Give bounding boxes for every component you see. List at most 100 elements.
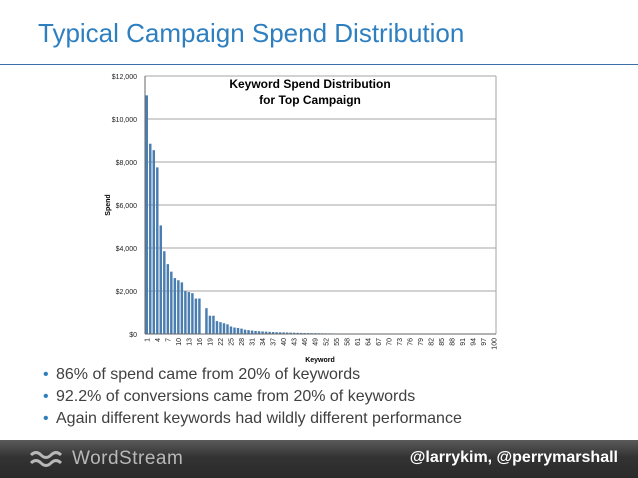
x-tick-label: 22 [218, 338, 225, 346]
bar [299, 332, 303, 334]
bar [292, 332, 296, 334]
brand-name: WordStream [72, 448, 184, 469]
bar [254, 330, 257, 334]
bullet-item: • 86% of spend came from 20% of keywords [43, 364, 462, 386]
x-tick-label: 100 [492, 338, 499, 350]
bullet-dot: • [43, 388, 49, 405]
bar [264, 331, 268, 334]
bullet-text: 86% of spend came from 20% of keywords [56, 366, 361, 383]
wordstream-logo: WordStream [30, 448, 183, 470]
x-axis-label: Keyword [305, 357, 335, 364]
bar [205, 308, 208, 334]
slide-title: Typical Campaign Spend Distribution [38, 18, 465, 48]
bullet-item: • 92.2% of conversions came from 20% of k… [43, 386, 462, 408]
x-tick-label: 46 [302, 338, 309, 346]
x-tick-label: 82 [429, 338, 436, 346]
x-tick-label: 91 [460, 338, 467, 346]
x-tick-label: 13 [186, 338, 193, 346]
x-tick-label: 64 [365, 338, 372, 346]
y-tick-label: $8,000 [116, 160, 138, 167]
bar [184, 291, 187, 334]
bar [261, 331, 264, 334]
bar [208, 315, 212, 334]
chart-subtitle: for Top Campaign [259, 93, 361, 107]
x-tick-label: 19 [207, 338, 214, 346]
x-tick-label: 25 [228, 338, 235, 346]
footer-bar: WordStream @larrykim, @perrymarshall [0, 440, 638, 478]
bar [149, 143, 152, 334]
x-tick-label: 61 [355, 338, 362, 346]
bullet-item: • Again different keywords had wildly dif… [43, 408, 462, 430]
bar [243, 329, 247, 334]
bar [247, 330, 250, 334]
bullet-list: • 86% of spend came from 20% of keywords … [43, 364, 462, 430]
x-tick-label: 58 [344, 338, 351, 346]
x-tick-label: 97 [481, 338, 488, 346]
twitter-handles: @larrykim, @perrymarshall [409, 449, 618, 466]
y-tick-label: $0 [129, 332, 137, 339]
x-tick-label: 94 [471, 338, 478, 346]
y-axis-label: Spend [105, 194, 112, 215]
x-tick-label: 34 [260, 338, 267, 346]
bar [177, 280, 180, 334]
x-tick-label: 16 [197, 338, 204, 346]
bar [268, 331, 271, 334]
bullet-dot: • [43, 366, 49, 383]
x-tick-label: 85 [439, 338, 446, 346]
x-tick-label: 40 [281, 338, 288, 346]
bar [282, 332, 285, 334]
bar [163, 251, 166, 334]
y-tick-label: $10,000 [112, 117, 137, 124]
bar [198, 298, 201, 334]
keyword-spend-chart: $0 $2,000 $4,000 $6,000 $8,000 $10,000 $12,000… [105, 74, 499, 364]
bar [156, 167, 159, 334]
x-tick-label: 43 [292, 338, 299, 346]
x-tick-label: 7 [165, 338, 172, 342]
bar [180, 282, 184, 334]
bar [236, 327, 240, 334]
bar [222, 323, 226, 334]
bar [191, 293, 194, 334]
bar [289, 332, 292, 334]
x-tick-label: 1 [144, 338, 151, 342]
bar [145, 95, 148, 334]
bar [250, 330, 254, 334]
x-tick-label: 76 [408, 338, 415, 346]
x-tick-label: 31 [250, 338, 257, 346]
chart-title: Keyword Spend Distribution [229, 77, 390, 91]
bar [212, 315, 215, 334]
bullet-text: 92.2% of conversions came from 20% of ke… [56, 388, 416, 405]
bar [278, 332, 282, 334]
y-tick-label: $12,000 [112, 74, 137, 81]
bar [275, 332, 278, 334]
bar [226, 324, 229, 334]
x-tick-label: 49 [313, 338, 320, 346]
bar [194, 298, 198, 334]
x-tick-label: 4 [155, 338, 162, 342]
y-tick-label: $6,000 [116, 203, 138, 210]
bar [159, 225, 163, 334]
x-tick-label: 10 [176, 338, 183, 346]
bar [187, 292, 191, 334]
bar [219, 322, 222, 334]
x-tick-label: 28 [239, 338, 246, 346]
bar [240, 328, 243, 334]
bar [215, 321, 219, 334]
x-tick-label: 55 [334, 338, 341, 346]
bar [166, 264, 170, 334]
bullet-text: Again different keywords had wildly diff… [56, 410, 462, 427]
x-tick-label: 52 [323, 338, 330, 346]
x-tick-label: 70 [386, 338, 393, 346]
wave-icon [30, 451, 63, 467]
title-divider [0, 64, 638, 65]
x-tick-label: 73 [397, 338, 404, 346]
y-tick-label: $2,000 [116, 289, 138, 296]
bar [152, 150, 156, 334]
bar [285, 332, 289, 334]
x-tick-label: 79 [418, 338, 425, 346]
bar [296, 332, 299, 334]
bar [173, 278, 177, 334]
bar [271, 332, 275, 334]
bullet-dot: • [43, 410, 49, 427]
bar [170, 271, 173, 334]
